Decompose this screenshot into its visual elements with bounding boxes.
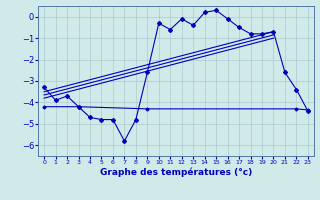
X-axis label: Graphe des températures (°c): Graphe des températures (°c) bbox=[100, 168, 252, 177]
